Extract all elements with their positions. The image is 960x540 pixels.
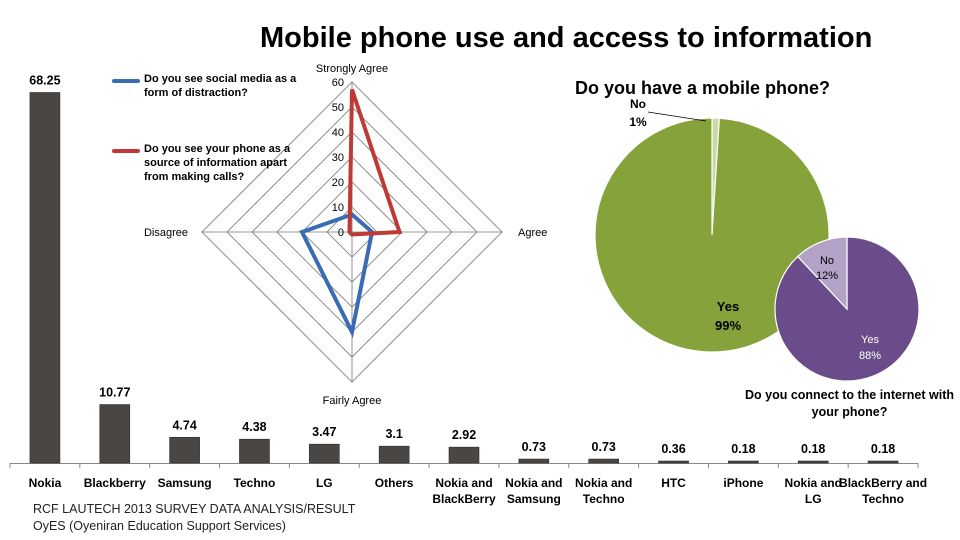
radar-tick-label: 20 <box>332 177 344 189</box>
bar-value-label: 4.38 <box>242 420 266 434</box>
pie-slice <box>594 117 830 353</box>
radar-tick-label: 50 <box>332 102 344 114</box>
bar <box>728 460 759 464</box>
x-tick-label: Blackberry <box>84 476 146 490</box>
x-tick-label: LG <box>805 492 822 506</box>
x-tick-label: Nokia and <box>435 476 492 490</box>
pie-slice <box>796 236 848 311</box>
bar-value-label: 3.1 <box>385 427 402 441</box>
radar-tick-label: 30 <box>332 152 344 164</box>
radar-axis-label: Agree <box>518 227 547 239</box>
x-tick-label: Techno <box>234 476 276 490</box>
bar-value-label: 0.18 <box>871 442 895 456</box>
x-tick-label: LG <box>316 476 333 490</box>
pie-slice-label: No <box>630 97 646 111</box>
x-tick-label: Samsung <box>158 476 212 490</box>
bar <box>658 460 689 464</box>
bar <box>169 436 200 464</box>
x-tick-label: Nokia and <box>505 476 562 490</box>
pie2-title: Do you connect to the internet with your… <box>744 388 955 419</box>
pie-percent-label: 88% <box>859 350 881 362</box>
bar <box>29 92 61 464</box>
footer-line-1: RCF LAUTECH 2013 SURVEY DATA ANALYSIS/RE… <box>33 502 356 516</box>
bar-value-label: 0.73 <box>592 440 616 454</box>
x-tick-label: iPhone <box>723 476 763 490</box>
bar-value-label: 3.47 <box>312 425 336 439</box>
x-tick-label: Nokia <box>29 476 62 490</box>
bar-value-label: 0.18 <box>731 442 755 456</box>
bar <box>518 458 550 464</box>
radar-axis-label: Fairly Agree <box>323 395 382 407</box>
pie1-title: Do you have a mobile phone? <box>575 78 831 98</box>
x-tick-label: BlackBerry <box>432 492 496 506</box>
legend-swatch-blue <box>112 79 140 83</box>
legend-label: Do you see your phone as a source of inf… <box>144 143 291 183</box>
chart-title: Mobile phone use and access to informati… <box>260 22 873 54</box>
radar-axis-label: Strongly Agree <box>316 63 388 75</box>
x-tick-label: Techno <box>862 492 904 506</box>
legend-label: Do you see social media as a form of dis… <box>144 73 297 99</box>
footer-line-2: OyES (Oyeniran Education Support Service… <box>33 519 286 533</box>
pie-leader-line <box>647 111 707 122</box>
radar-tick-label: 0 <box>338 227 344 239</box>
radar-tick-label: 60 <box>332 77 344 89</box>
radar-series-line <box>299 212 375 339</box>
bar-value-label: 68.25 <box>29 74 60 88</box>
bar <box>448 446 480 464</box>
pie-slice-label: No <box>820 255 834 267</box>
pie-percent-label: 12% <box>816 270 838 282</box>
bar <box>99 404 131 464</box>
x-tick-label: Techno <box>583 492 625 506</box>
radar-tick-label: 10 <box>332 202 344 214</box>
bar <box>588 458 619 464</box>
bar-value-label: 4.74 <box>172 418 196 432</box>
pie-percent-label: 99% <box>715 318 741 333</box>
bar <box>378 445 410 464</box>
pie-chart-mobile-phone: No 1% Yes 99% <box>594 97 830 353</box>
radar-axis-label: Disagree <box>144 227 188 239</box>
bar-value-label: 0.18 <box>801 442 825 456</box>
pie-chart-internet: Yes 88% No 12% <box>774 236 920 382</box>
radar-series-line <box>347 88 403 237</box>
radar-chart: 0 10 20 30 40 50 60 Strongly Agree Agree Fairly A… <box>144 63 547 407</box>
bar <box>309 443 340 464</box>
legend-swatch-red <box>112 149 140 153</box>
pie-slice-label: Yes <box>717 299 739 314</box>
radar-tick-label: 40 <box>332 127 344 139</box>
bar-value-label: 0.73 <box>522 440 546 454</box>
bar <box>239 438 270 464</box>
pie-percent-label: 1% <box>629 115 647 129</box>
bar <box>797 460 829 464</box>
bar-value-label: 0.36 <box>661 442 685 456</box>
bar <box>867 460 899 464</box>
x-tick-label: HTC <box>661 476 686 490</box>
pie-slice-label: Yes <box>861 334 879 346</box>
x-tick-label: Samsung <box>507 492 561 506</box>
x-tick-label: Nokia and <box>575 476 632 490</box>
x-tick-label: Nokia and <box>785 476 842 490</box>
bar-value-label: 2.92 <box>452 428 476 442</box>
x-tick-label: Others <box>375 476 414 490</box>
x-tick-label: BlackBerry and <box>839 476 927 490</box>
bar-chart: 68.25 Nokia 10.77 Blackberry 4.74 Samsung 4.38… <box>9 74 927 506</box>
bar-value-label: 10.77 <box>99 386 130 400</box>
